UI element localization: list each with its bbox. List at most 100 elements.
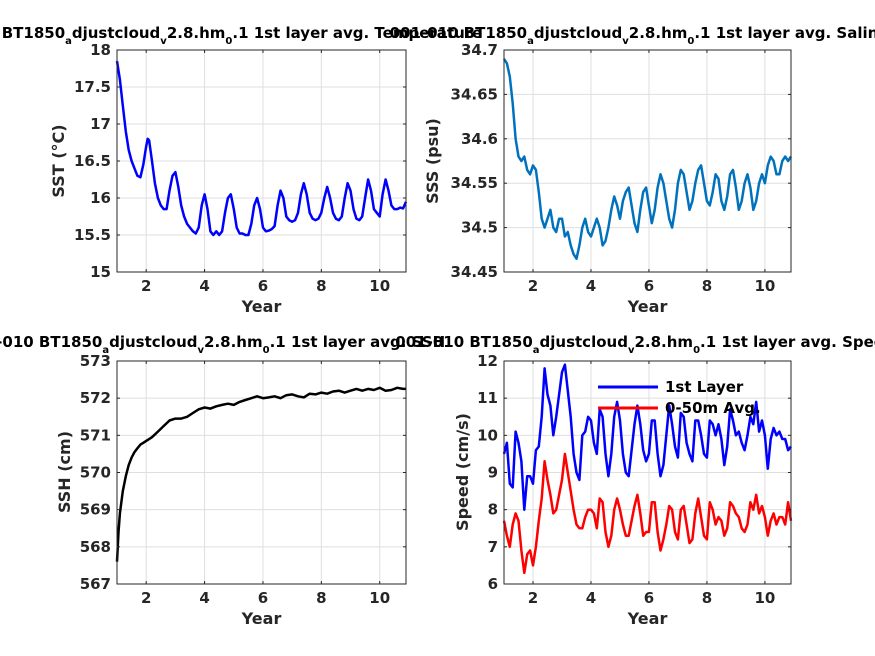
x-tick-label: 8 (702, 589, 712, 607)
series-line-1 (502, 363, 792, 511)
y-axis-label: Speed (cm/s) (453, 413, 472, 531)
title-segment: djustcloud (72, 24, 160, 42)
y-tick-label: 12 (477, 352, 498, 370)
title-subscript: a (527, 36, 534, 47)
x-axis-label: Year (627, 297, 668, 316)
title-segment: .1 1st layer avg. Speed (700, 333, 875, 351)
x-tick-label: 8 (316, 277, 326, 295)
x-tick-label: 8 (316, 589, 326, 607)
y-tick-label: 16 (90, 189, 111, 207)
chart-title: 001-010 BT1850adjustcloudv2.8.hm0.1 1st … (395, 333, 875, 356)
chart-title: 001-010 BT1850adjustcloudv2.8.hm0.1 1st … (0, 333, 445, 356)
title-subscript: a (533, 345, 540, 356)
title-segment: djustcloud (534, 24, 622, 42)
x-tick-label: 2 (141, 277, 151, 295)
axes-box (503, 49, 792, 273)
y-tick-label: 34.5 (461, 219, 498, 237)
title-segment: .1 1st layer avg. Salinity (694, 24, 875, 42)
y-tick-label: 570 (80, 464, 111, 482)
x-tick-label: 4 (586, 277, 596, 295)
y-tick-label: 15 (90, 263, 111, 281)
y-tick-label: 34.6 (461, 130, 498, 148)
y-tick-label: 8 (488, 501, 498, 519)
title-subscript: v (628, 345, 635, 356)
title-segment: djustcloud (109, 333, 197, 351)
y-tick-label: 569 (80, 501, 111, 519)
title-segment: 2.8.hm (167, 24, 226, 42)
title-subscript: 0 (687, 36, 694, 47)
y-tick-label: 34.7 (461, 41, 498, 59)
legend-label-2: 0-50m Avg. (665, 399, 761, 417)
series-line-2 (502, 452, 793, 575)
x-tick-label: 10 (754, 589, 775, 607)
legend: 1st Layer 0-50m Avg. (598, 378, 761, 417)
x-tick-label: 4 (586, 589, 596, 607)
y-tick-label: 15.5 (74, 226, 111, 244)
chart-panel-4: 2 4 6 8 10 6 7 8 9 10 11 12 Year Speed (cm/s) 001-010 … (395, 333, 875, 628)
series-line-1 (115, 60, 408, 237)
x-tick-label: 4 (199, 277, 209, 295)
title-segment: 001-010 BT1850 (395, 333, 532, 351)
x-tick-label: 10 (369, 277, 390, 295)
y-tick-label: 567 (80, 575, 111, 593)
y-tick-label: 34.45 (451, 263, 498, 281)
x-tick-label: 6 (258, 589, 268, 607)
x-tick-label: 4 (199, 589, 209, 607)
title-subscript: 0 (263, 345, 270, 356)
y-axis-label: SSH (cm) (55, 431, 74, 513)
title-subscript: v (160, 36, 167, 47)
chart-panel-3: 2 4 6 8 10 567 568 569 570 571 572 573 Year SSH (cm) 0… (0, 333, 445, 628)
chart-title: 001-010 BT1850adjustcloudv2.8.hm0.1 1st … (0, 24, 482, 47)
y-tick-label: 571 (80, 426, 111, 444)
chart-panel-2: 2 4 6 8 10 34.45 34.5 34.55 34.6 34.65 34.7 Year SSS… (390, 24, 875, 316)
x-tick-label: 8 (702, 277, 712, 295)
title-subscript: 0 (693, 345, 700, 356)
title-segment: djustcloud (540, 333, 628, 351)
y-axis-label: SST (°C) (49, 124, 68, 197)
title-segment: 001-010 BT1850 (390, 24, 527, 42)
title-segment: 001-010 BT1850 (0, 333, 102, 351)
x-tick-label: 2 (528, 589, 538, 607)
x-axis-label: Year (241, 609, 282, 628)
y-tick-label: 16.5 (74, 152, 111, 170)
y-tick-label: 568 (80, 538, 111, 556)
series-line-1 (502, 58, 793, 260)
y-tick-label: 34.55 (451, 174, 498, 192)
y-tick-label: 10 (477, 426, 498, 444)
title-segment: 2.8.hm (204, 333, 263, 351)
title-subscript: a (65, 36, 72, 47)
y-tick-label: 18 (90, 41, 111, 59)
x-axis-label: Year (241, 297, 282, 316)
x-tick-label: 6 (258, 277, 268, 295)
title-subscript: a (102, 345, 109, 356)
chart-title: 001-010 BT1850adjustcloudv2.8.hm0.1 1st … (390, 24, 875, 47)
title-subscript: 0 (225, 36, 232, 47)
title-subscript: v (622, 36, 629, 47)
y-tick-label: 7 (488, 538, 498, 556)
plot-area (504, 50, 791, 272)
x-tick-label: 10 (754, 277, 775, 295)
y-tick-label: 11 (477, 389, 498, 407)
y-axis-label: SSS (psu) (423, 118, 442, 204)
y-tick-label: 572 (80, 389, 111, 407)
x-tick-label: 6 (644, 277, 654, 295)
x-axis-label: Year (627, 609, 668, 628)
y-tick-label: 17.5 (74, 78, 111, 96)
title-segment: 2.8.hm (634, 333, 693, 351)
title-subscript: v (198, 345, 205, 356)
title-segment: 001-010 BT1850 (0, 24, 65, 42)
y-tick-label: 573 (80, 352, 111, 370)
title-segment: .1 1st layer avg. Temperature (232, 24, 482, 42)
y-tick-label: 34.65 (451, 85, 498, 103)
series-line-1 (115, 386, 406, 562)
y-tick-label: 17 (90, 115, 111, 133)
y-tick-label: 9 (488, 464, 498, 482)
x-tick-label: 6 (644, 589, 654, 607)
x-tick-label: 10 (369, 589, 390, 607)
x-tick-label: 2 (528, 277, 538, 295)
x-tick-label: 2 (141, 589, 151, 607)
legend-label-1: 1st Layer (665, 378, 744, 396)
y-tick-label: 6 (488, 575, 498, 593)
